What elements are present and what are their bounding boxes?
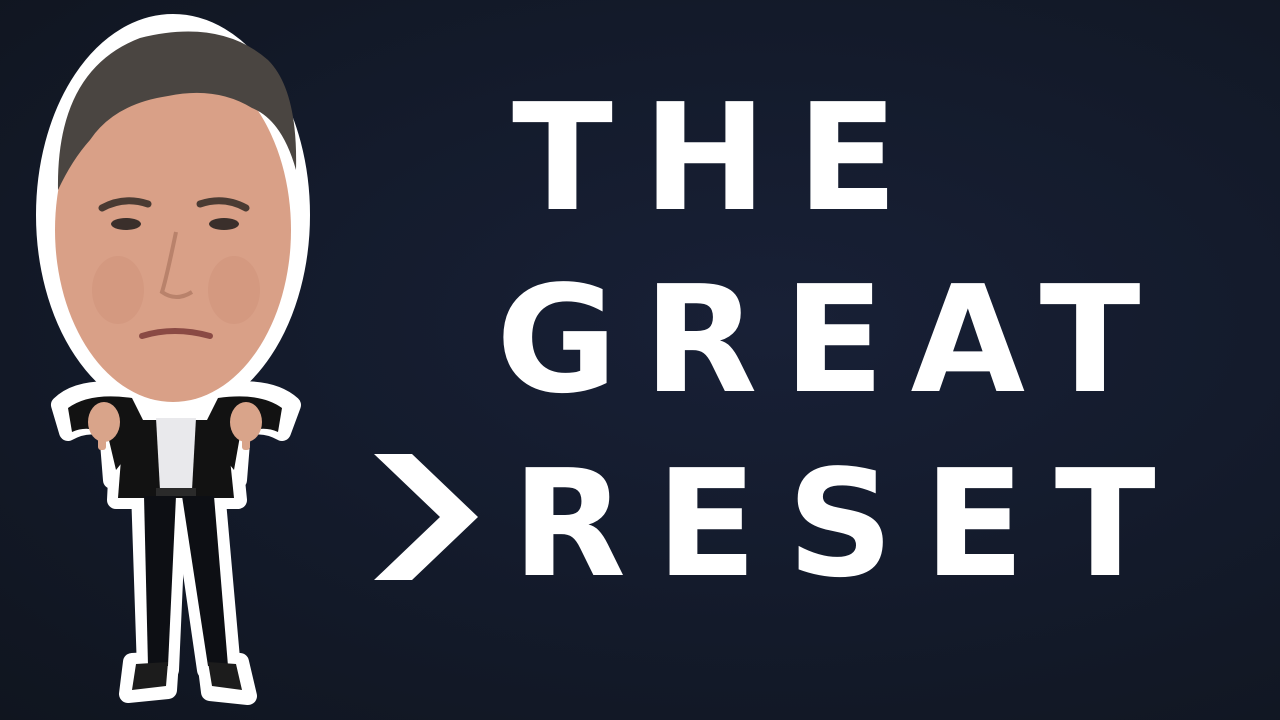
person-cutout [36, 14, 310, 705]
chevron-right-icon [374, 454, 478, 580]
title-line-the: THE [512, 72, 928, 244]
title-line-reset: RESET [512, 438, 1186, 610]
title-line-great: GREAT [496, 254, 1167, 426]
